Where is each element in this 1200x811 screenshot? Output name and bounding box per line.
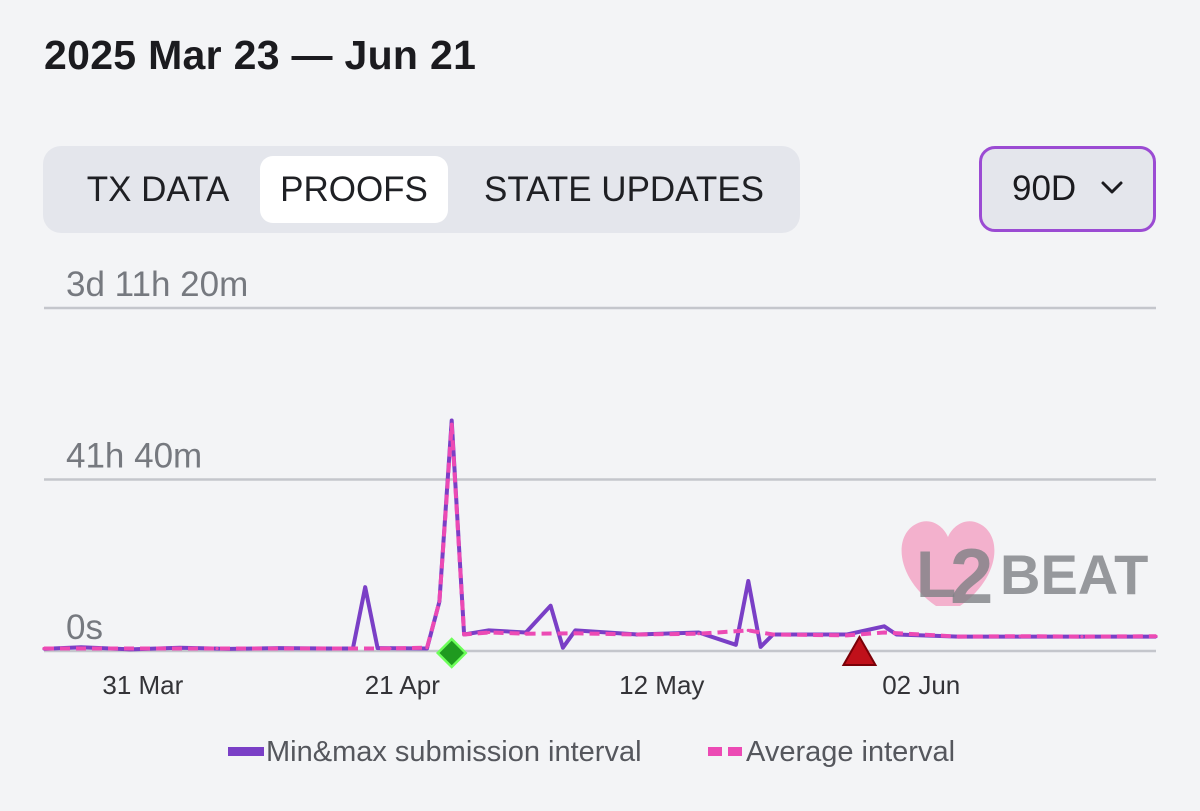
l2beat-watermark-logo: L2 BEAT	[901, 521, 1148, 620]
event-marker-0	[435, 637, 468, 669]
series-1-point-13	[697, 632, 701, 636]
series-1-point-15	[771, 632, 775, 637]
legend-swatch-minmax	[228, 747, 264, 756]
tab-bar: TX DATA PROOFS STATE UPDATES	[43, 146, 800, 233]
legend-label-average: Average interval	[746, 736, 956, 768]
series-0-point-8	[363, 585, 367, 589]
series-1-point-4	[388, 646, 392, 651]
series-1-point-0	[42, 646, 46, 651]
chart-legend: Min&max submission interval Average inte…	[0, 730, 1200, 774]
series-0-point-23	[759, 645, 763, 649]
time-range-value: 90D	[1012, 169, 1077, 208]
series-0-point-16	[549, 604, 553, 608]
series-0-point-26	[882, 624, 886, 628]
legend-item-minmax: Min&max submission interval	[228, 730, 642, 774]
series-0-point-22	[746, 579, 750, 583]
x-tick-label-2: 12 May	[619, 670, 704, 700]
series-1-point-7	[450, 423, 454, 427]
series-1-point-8	[462, 632, 466, 637]
series-1-point-17	[882, 630, 886, 635]
series-1-point-18	[956, 635, 960, 639]
series-0-point-9	[376, 646, 380, 650]
series-1-point-9	[487, 630, 491, 635]
series-1-point-16	[845, 633, 849, 638]
series-1-point-19	[1018, 634, 1022, 638]
time-range-select[interactable]: 90D	[979, 146, 1156, 232]
series-1-point-10	[524, 632, 528, 636]
series-0-point-21	[734, 643, 738, 647]
y-tick-label-1: 41h 40m	[66, 436, 202, 475]
legend-swatch-average	[708, 747, 744, 756]
series-1-point-3	[301, 646, 306, 651]
event-marker-1	[841, 634, 878, 666]
series-1-point-1	[128, 646, 133, 651]
series-0-point-12	[450, 418, 454, 423]
svg-text:2: 2	[950, 532, 993, 620]
legend-label-minmax: Min&max submission interval	[266, 736, 642, 768]
series-1-point-14	[746, 628, 750, 633]
series-1-point-2	[215, 646, 219, 651]
series-0-point-17	[561, 646, 565, 650]
series-1-point-5	[425, 646, 429, 650]
tab-proofs[interactable]: PROOFS	[260, 156, 448, 223]
series-1-point-11	[573, 631, 577, 635]
series-1-point-21	[1154, 634, 1158, 638]
svg-text:L: L	[916, 537, 956, 611]
tab-state-updates[interactable]: STATE UPDATES	[483, 170, 765, 209]
tab-tx-data[interactable]: TX DATA	[86, 170, 230, 209]
series-line-1	[44, 422, 1157, 651]
svg-text:BEAT: BEAT	[1000, 543, 1148, 606]
x-tick-label-0: 31 Mar	[102, 670, 183, 700]
series-0-point-6	[326, 646, 330, 651]
x-tick-label-1: 21 Apr	[365, 670, 441, 700]
series-1-point-6	[437, 600, 441, 604]
series-0-point-18	[573, 628, 577, 633]
chevron-down-icon	[1101, 181, 1123, 194]
y-tick-label-2: 3d 11h 20m	[66, 265, 248, 304]
x-tick-label-3: 02 Jun	[882, 670, 960, 700]
page-title: 2025 Mar 23 — Jun 21	[44, 32, 477, 78]
interval-chart: 0s 41h 40m 3d 11h 20m L2 BEAT 31 Mar 21 Apr 12 …	[42, 265, 1158, 700]
y-tick-label-0: 0s	[66, 608, 103, 647]
legend-item-average: Average interval	[708, 730, 955, 774]
series-1-point-12	[635, 632, 639, 637]
series-1-point-20	[1080, 635, 1084, 639]
